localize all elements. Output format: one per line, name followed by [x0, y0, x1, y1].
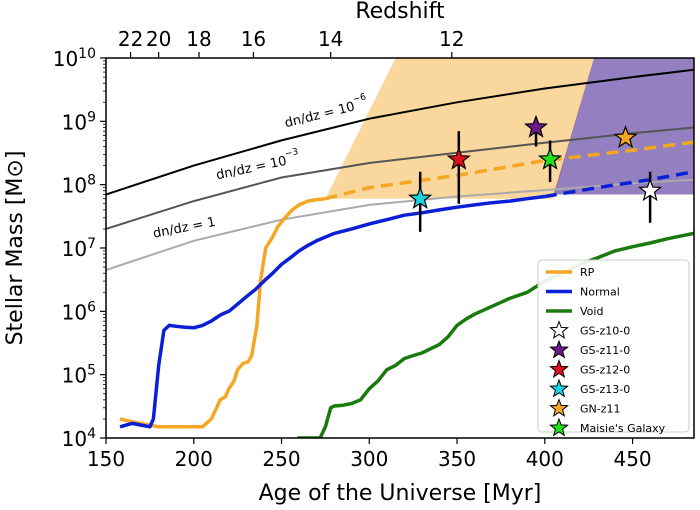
legend-star	[549, 359, 569, 378]
galaxy-star-maisie-s-galaxy	[537, 146, 563, 170]
legend-label: GS-z11-0	[580, 344, 630, 357]
shaded-region-rp	[325, 58, 594, 199]
legend-label: GS-z12-0	[580, 364, 630, 377]
series-projection-rp	[324, 140, 694, 201]
galaxy-star-gs-z13-0	[408, 185, 433, 209]
x-axis-title: Age of the Universe [Myr]	[259, 481, 542, 506]
y-axis-ticks: 104 105 106 107 108 109 1010	[53, 46, 106, 451]
legend-label: GN-z11	[580, 403, 621, 416]
number-density-label-0: dn/dz = 10−6	[282, 92, 369, 131]
legend-label: RP	[580, 266, 595, 279]
galaxy-star-gs-z10-0	[638, 178, 663, 202]
legend-star	[549, 320, 569, 339]
redshift-tick-label: 22	[118, 27, 143, 51]
x-tick-label: 400	[526, 447, 564, 471]
legend-label: GS-z10-0	[580, 325, 630, 338]
redshift-axis-ticks: 22 20 18 16 14 12	[118, 27, 465, 58]
legend-star	[549, 417, 569, 437]
y-tick-label: 105	[62, 363, 96, 388]
x-tick-label: 150	[87, 447, 125, 471]
y-axis-title: Stellar Mass [M⊙]	[3, 151, 28, 346]
number-density-curve-0	[106, 68, 694, 196]
legend-star	[549, 378, 569, 398]
series-projection-normal	[544, 169, 694, 199]
y-tick-label: 109	[62, 109, 96, 134]
series-line-normal	[119, 194, 546, 429]
x-tick-label: 250	[262, 447, 300, 471]
redshift-tick-label: 14	[318, 27, 343, 51]
redshift-tick-label: 20	[146, 27, 171, 51]
legend-star	[549, 398, 569, 417]
redshift-axis-title: Redshift	[355, 0, 445, 24]
y-tick-label: 104	[62, 426, 96, 451]
legend: RP Normal Void GS-z10-0 GS-z11-0 GS-z12-0 GS-z…	[537, 259, 690, 437]
series-lines	[119, 140, 694, 438]
legend-box	[537, 259, 690, 433]
shaded-region-normal	[553, 58, 694, 195]
y-tick-label: 106	[62, 299, 96, 324]
shaded-regions	[325, 58, 694, 199]
legend-star	[549, 339, 569, 359]
legend-label: Void	[580, 305, 603, 318]
legend-label: GS-z13-0	[580, 383, 630, 396]
legend-label: Maisie's Galaxy	[580, 422, 666, 435]
y-tick-label: 1010	[53, 46, 96, 71]
number-density-curve-2	[106, 178, 694, 271]
y-tick-label: 108	[62, 173, 96, 198]
x-tick-label: 350	[438, 447, 476, 471]
galaxy-markers	[408, 114, 663, 232]
galaxy-star-gn-z11	[613, 125, 638, 149]
galaxy-star-gs-z12-0	[446, 146, 471, 170]
redshift-tick-label: 18	[186, 27, 211, 51]
legend-label: Normal	[580, 286, 620, 299]
x-axis-ticks: 150 200 250 300 350 400 450	[87, 438, 652, 471]
x-tick-label: 450	[613, 447, 651, 471]
redshift-tick-label: 12	[439, 27, 464, 51]
galaxy-star-gs-z11-0	[523, 114, 549, 138]
redshift-tick-label: 16	[241, 27, 266, 51]
number-density-label-1: dn/dz = 10−3	[214, 147, 301, 183]
x-tick-label: 300	[350, 447, 388, 471]
series-line-rp	[119, 196, 326, 429]
x-tick-label: 200	[175, 447, 213, 471]
y-tick-label: 107	[62, 236, 96, 261]
